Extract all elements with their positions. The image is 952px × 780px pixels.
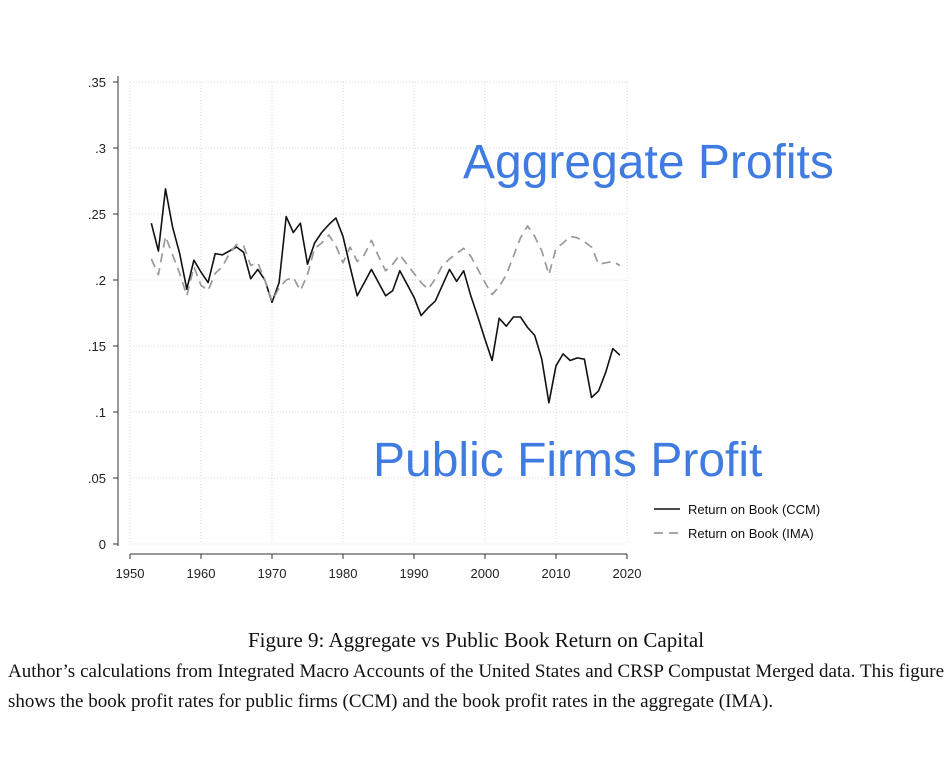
x-tick-label: 1960 [187, 566, 216, 581]
y-tick-label: .2 [95, 273, 106, 288]
x-tick-label: 1970 [258, 566, 287, 581]
x-tick-label: 2010 [542, 566, 571, 581]
series-line-ccm [150, 188, 621, 404]
gridlines [129, 81, 628, 545]
x-tick-label: 2020 [613, 566, 642, 581]
line-chart: 0 .05 .1 .15 .2 .25 .3 .35 1950 1960 1970 1980 1990… [88, 75, 834, 581]
figure-title: Figure 9: Aggregate vs Public Book Retur… [247, 628, 705, 652]
y-tick-label: .3 [95, 141, 106, 156]
series-lines [150, 188, 621, 404]
legend-label-ima: Return on Book (IMA) [688, 526, 814, 541]
annotation-public-firms-profit: Public Firms Profit [373, 434, 762, 487]
x-tick-label: 1950 [116, 566, 145, 581]
y-tick-label: 0 [99, 537, 106, 552]
x-axis-ticks: 1950 1960 1970 1980 1990 2000 2010 2020 [116, 554, 642, 581]
legend-label-ccm: Return on Book (CCM) [688, 502, 820, 517]
y-axis-ticks: 0 .05 .1 .15 .2 .25 .3 .35 [88, 75, 118, 552]
figure-note: Author’s calculations from Integrated Ma… [8, 661, 944, 712]
x-tick-label: 2000 [471, 566, 500, 581]
series-line-ima [150, 225, 621, 302]
x-tick-label: 1990 [400, 566, 429, 581]
legend: Return on Book (CCM) Return on Book (IMA… [654, 502, 820, 541]
y-tick-label: .05 [88, 471, 106, 486]
y-tick-label: .35 [88, 75, 106, 90]
figure-caption: Figure 9: Aggregate vs Public Book Retur… [8, 628, 944, 717]
x-tick-label: 1980 [329, 566, 358, 581]
annotation-aggregate-profits: Aggregate Profits [463, 136, 834, 189]
y-tick-label: .25 [88, 207, 106, 222]
y-tick-label: .15 [88, 339, 106, 354]
y-tick-label: .1 [95, 405, 106, 420]
